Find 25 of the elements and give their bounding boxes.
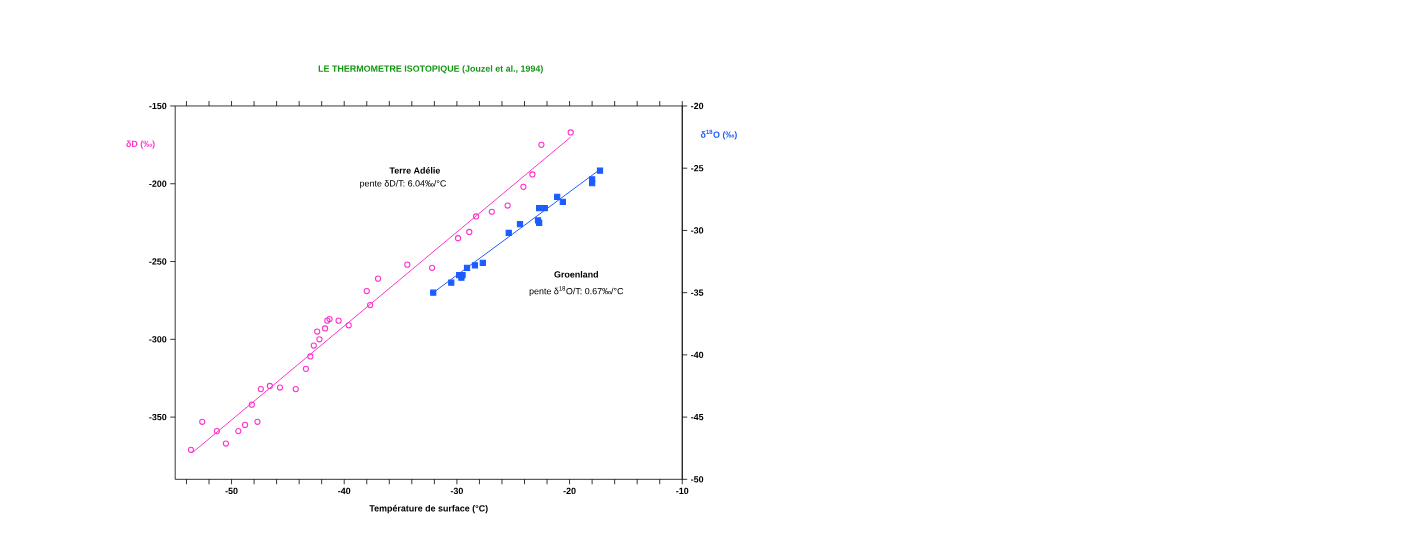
- x-tick-label: -20: [563, 487, 576, 495]
- annotation: pente δD/T: 6.04‰/°C: [360, 180, 447, 189]
- annotation: pente δ$^{18}$O/T: 0.67‰/°C: [529, 286, 624, 297]
- y2-tick-label: -45: [691, 414, 704, 421]
- y2-tick-label: -25: [691, 165, 704, 172]
- y2-tick-label: -20: [691, 102, 704, 110]
- y2-tick-label: -50: [691, 476, 704, 483]
- y-tick-label: -150: [149, 102, 167, 110]
- y2-axis-title: δ$^{18}$O (‰): [700, 129, 737, 140]
- y-tick-label: -300: [149, 336, 167, 343]
- x-axis-title: Température de surface (°C): [369, 505, 488, 514]
- y-tick-label: -200: [149, 180, 167, 188]
- y-axis-title: δD (‰): [126, 140, 155, 149]
- x-tick-label: -10: [676, 487, 689, 495]
- x-tick-label: -40: [338, 487, 351, 495]
- x-tick-label: -50: [225, 487, 238, 495]
- y2-tick-label: -35: [691, 289, 704, 296]
- y-tick-label: -250: [149, 258, 167, 265]
- chart-title: LE THERMOMETRE ISOTOPIQUE (Jouzel et al., 1994): [318, 65, 543, 74]
- y2-tick-label: -30: [691, 227, 704, 234]
- annotation: Terre Adélie: [389, 167, 441, 174]
- x-tick-label: -30: [450, 487, 463, 495]
- annotation: Groenland: [554, 271, 598, 278]
- y2-tick-label: -40: [691, 351, 704, 359]
- y-tick-label: -350: [149, 414, 167, 421]
